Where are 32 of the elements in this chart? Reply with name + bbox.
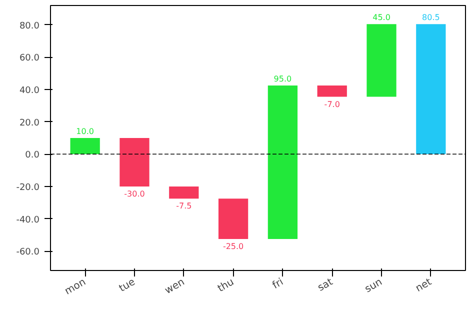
data-label: 45.0 xyxy=(372,13,390,22)
y-tick-label: 60.0 xyxy=(19,54,40,64)
x-tick-label: net xyxy=(414,276,434,294)
y-tick-label: 40.0 xyxy=(19,86,40,96)
y-tick-label: 20.0 xyxy=(19,118,40,128)
data-label: -7.0 xyxy=(324,100,340,109)
y-tick-label: -60.0 xyxy=(16,248,40,258)
bar xyxy=(70,138,100,154)
bar xyxy=(120,138,150,186)
bar xyxy=(366,24,396,97)
data-label: 95.0 xyxy=(274,74,292,84)
x-tick-label: wen xyxy=(163,276,187,297)
y-tick-label: 80.0 xyxy=(19,21,40,32)
y-tick-label: 0.0 xyxy=(25,150,40,161)
bar xyxy=(169,186,199,199)
x-tick-label: fri xyxy=(270,276,286,292)
data-label: -7.5 xyxy=(176,202,192,211)
data-label: 10.0 xyxy=(76,127,94,136)
bar xyxy=(317,85,347,97)
data-label: -25.0 xyxy=(222,242,244,251)
x-tick-label: sun xyxy=(363,276,384,296)
x-tick-label: mon xyxy=(63,276,88,298)
x-tick-label: thu xyxy=(216,276,236,295)
data-label: -30.0 xyxy=(124,189,145,198)
bar xyxy=(268,85,298,239)
x-tick-label: sat xyxy=(316,276,335,294)
bar xyxy=(416,24,446,154)
y-tick-label: -40.0 xyxy=(16,215,40,226)
data-label: 80.5 xyxy=(422,13,440,22)
y-tick-label: -20.0 xyxy=(16,182,40,193)
x-tick-label: tue xyxy=(118,276,138,294)
bar xyxy=(218,198,248,239)
